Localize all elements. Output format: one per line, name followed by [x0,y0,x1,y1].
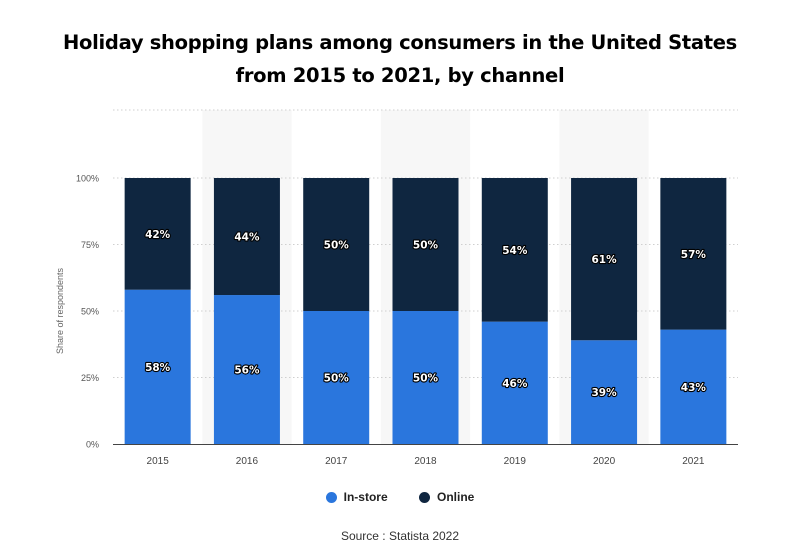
y-tick-label-50: 50% [81,307,99,317]
bar-online-2017 [303,178,370,311]
bar-online-2021 [660,178,727,330]
x-tick-label-2021: 2021 [682,456,705,467]
x-tick-label-2020: 2020 [593,456,616,467]
legend-item-in-store[interactable]: In-store [325,490,388,504]
source-note: Source : Statista 2022 [340,529,460,543]
chart-title: Holiday shopping plans among consumers i… [0,26,800,92]
x-tick-label-2016: 2016 [236,456,259,467]
data-label-online-2018: 50% [413,240,439,252]
bar-online-2016 [213,178,280,296]
data-label-online-2020: 61% [592,254,618,266]
legend-item-online[interactable]: Online [419,490,474,504]
bar-online-2019 [481,178,548,322]
x-tick-label-2018: 2018 [414,456,437,467]
y-tick-label-100: 100% [76,174,99,184]
data-label-online-2016: 44% [234,232,260,244]
bar-in-store-2016 [213,295,280,444]
data-label-online-2019: 54% [502,245,528,257]
bar-in-store-2019 [481,321,548,444]
data-label-in-store-2018: 50% [413,373,439,385]
bar-in-store-2020 [571,340,638,444]
legend-marker-in-store [325,491,337,503]
y-axis-label: Share of respondents [55,267,65,354]
y-tick-label-0: 0% [86,440,99,450]
data-label-in-store-2020: 39% [592,387,618,399]
bar-in-store-2021 [660,329,727,444]
data-label-online-2017: 50% [324,240,350,252]
chart-title-line-1: Holiday shopping plans among consumers i… [63,31,737,54]
bar-in-store-2017 [303,311,370,444]
data-label-in-store-2016: 56% [234,365,260,377]
data-label-online-2021: 57% [681,249,707,261]
data-label-in-store-2021: 43% [681,382,707,394]
legend: In-store Online [0,490,800,506]
legend-label-in-store: In-store [343,490,388,504]
data-label-in-store-2015: 58% [145,362,171,374]
bar-in-store-2018 [392,311,459,444]
legend-marker-online [419,491,430,503]
x-tick-label-2015: 2015 [147,456,170,467]
bar-online-2018 [392,178,459,311]
y-tick-label-25: 25% [81,373,99,383]
bar-online-2020 [571,178,638,341]
x-tick-label-2017: 2017 [325,456,348,467]
bar-online-2015 [124,178,191,290]
chart-title-line-2: from 2015 to 2021, by channel [235,64,565,87]
y-tick-label-75: 75% [81,240,99,250]
data-label-in-store-2019: 46% [502,378,528,390]
data-label-online-2015: 42% [145,229,171,241]
legend-label-online: Online [437,490,475,504]
bar-in-store-2015 [124,289,191,444]
data-label-in-store-2017: 50% [324,373,350,385]
x-tick-label-2019: 2019 [504,456,527,467]
